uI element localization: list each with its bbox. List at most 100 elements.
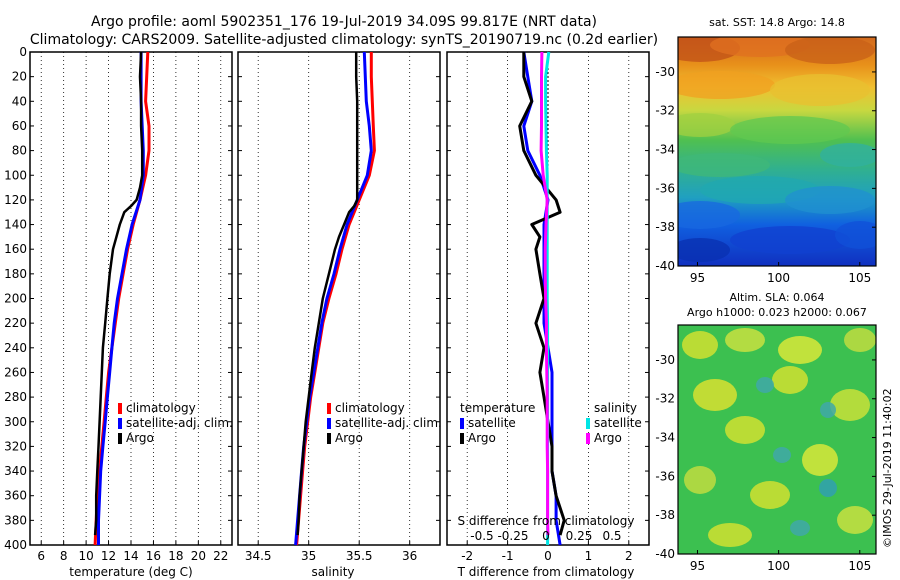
- depth-tick-label: 120: [4, 193, 27, 207]
- difference-x-label: T difference from climatology: [457, 565, 635, 579]
- legend-label: satellite: [468, 416, 516, 430]
- depth-axis-ticks: 0 20 40 60 80 100 120 140 160 180 200 220 240 260 280 3…: [4, 45, 27, 552]
- legend-title-temperature: temperature: [460, 401, 535, 415]
- difference-x2-label: S difference from climatology: [458, 514, 635, 528]
- x-tick-label: -1: [502, 549, 514, 563]
- difference-x2-ticks: -0.5 -0.25 0 0.25 0.5: [470, 529, 621, 543]
- depth-tick-label: 140: [4, 218, 27, 232]
- depth-tick-label: 380: [4, 513, 27, 527]
- temperature-x-label: temperature (deg C): [69, 565, 192, 579]
- map-y-tick-label: -34: [655, 431, 675, 445]
- map-y-tick-label: -34: [655, 143, 675, 157]
- salinity-x-label: salinity: [311, 565, 354, 579]
- sla-map: Altim. SLA: 0.064 Argo h1000: 0.023 h200…: [655, 291, 877, 573]
- series-line-argo: [93, 51, 144, 536]
- x-tick-label: 35.5: [346, 549, 373, 563]
- sla-map-title-1: Altim. SLA: 0.064: [729, 291, 824, 304]
- x-tick-label: 16: [146, 549, 161, 563]
- sst-map: sat. SST: 14.8 Argo: 14.8 95 100 105 -30 -32…: [655, 16, 877, 285]
- depth-tick-label: 200: [4, 292, 27, 306]
- depth-tick-label: 20: [12, 70, 27, 84]
- x-tick-label: 12: [101, 549, 116, 563]
- x-tick-label: -2: [461, 549, 473, 563]
- difference-x-ticks: -2 -1 0 1 2: [461, 541, 633, 563]
- map-y-tick-label: -36: [655, 469, 675, 483]
- x-tick-label: 1: [585, 549, 593, 563]
- legend-title-salinity: salinity: [594, 401, 637, 415]
- map-x-tick-label: 100: [767, 271, 790, 285]
- depth-tick-label: 240: [4, 341, 27, 355]
- map-y-tick-label: -38: [655, 220, 675, 234]
- sst-map-title: sat. SST: 14.8 Argo: 14.8: [709, 16, 845, 29]
- legend-label: satellite-adj. clim.: [126, 416, 233, 430]
- depth-tick-label: 300: [4, 415, 27, 429]
- x2-tick-label: 0: [542, 529, 550, 543]
- legend-label: climatology: [335, 401, 405, 415]
- legend-label: Argo: [468, 431, 496, 445]
- depth-tick-label: 220: [4, 316, 27, 330]
- title-line-1: Argo profile: aoml 5902351_176 19-Jul-20…: [91, 14, 597, 30]
- difference-legend: temperature salinitysatelliteArgosatellit…: [460, 401, 642, 445]
- depth-tick-label: 160: [4, 242, 27, 256]
- depth-tick-label: 0: [19, 45, 27, 59]
- x-tick-label: 2: [625, 549, 633, 563]
- sst-heatmap: [678, 37, 876, 266]
- x2-tick-label: 0.5: [602, 529, 621, 543]
- legend-label: Argo: [594, 431, 622, 445]
- depth-tick-label: 320: [4, 439, 27, 453]
- map-y-tick-label: -38: [655, 508, 675, 522]
- title-line-2: Climatology: CARS2009. Satellite-adjuste…: [30, 32, 658, 48]
- legend-swatch: [118, 418, 122, 429]
- legend-label: satellite: [594, 416, 642, 430]
- map-x-tick-label: 105: [848, 559, 871, 573]
- map-x-tick-label: 105: [848, 271, 871, 285]
- sla-heatmap: [678, 325, 876, 554]
- x-tick-label: 14: [123, 549, 138, 563]
- x2-tick-label: 0.25: [566, 529, 593, 543]
- x2-tick-label: -0.5: [470, 529, 493, 543]
- map-y-tick-label: -30: [655, 353, 675, 367]
- salinity-grid: [238, 51, 440, 546]
- legend-label: satellite-adj. clim.: [335, 416, 442, 430]
- map-y-tick-label: -40: [655, 259, 675, 273]
- map-y-tick-label: -30: [655, 65, 675, 79]
- x-tick-label: 34.5: [245, 549, 272, 563]
- map-x-tick-label: 95: [690, 271, 705, 285]
- legend-swatch: [586, 418, 590, 429]
- legend-swatch: [460, 418, 464, 429]
- x-tick-label: 18: [168, 549, 183, 563]
- map-x-tick-label: 100: [767, 559, 790, 573]
- legend-swatch: [118, 433, 122, 444]
- legend-label: Argo: [335, 431, 363, 445]
- legend-swatch: [586, 433, 590, 444]
- series-line-temperature-argo: [518, 52, 566, 536]
- depth-tick-label: 400: [4, 538, 27, 552]
- map-x-tick-label: 95: [690, 559, 705, 573]
- map-y-tick-label: -40: [655, 547, 675, 561]
- salinity-plot-frame: [237, 51, 441, 546]
- imos-credit: ©IMOS 29-Jul-2019 11:40:02: [881, 388, 894, 548]
- series-line-argo: [296, 52, 359, 536]
- depth-tick-label: 180: [4, 267, 27, 281]
- sla-map-title-2: Argo h1000: 0.023 h2000: 0.067: [687, 306, 867, 319]
- sst-map-ticks: 95 100 105 -30 -32 -34 -36 -38 -40: [655, 65, 876, 285]
- difference-panel: -2 -1 0 1 2 temperature salinitysatelliteArgo…: [446, 51, 650, 579]
- temperature-panel: 6 8 10 12 14 16 18 20 22 climatologysatellite-ad…: [29, 51, 233, 579]
- x2-tick-label: -0.25: [497, 529, 528, 543]
- temperature-x-ticks: 6 8 10 12 14 16 18 20 22: [37, 541, 228, 563]
- x-tick-label: 8: [60, 549, 68, 563]
- difference-grid: [447, 51, 649, 546]
- legend-swatch: [118, 403, 122, 414]
- difference-series: [518, 51, 566, 546]
- depth-tick-label: 360: [4, 489, 27, 503]
- salinity-series: [294, 51, 376, 546]
- legend-label: climatology: [126, 401, 196, 415]
- x-tick-label: 6: [37, 549, 45, 563]
- temperature-plot-frame: [29, 51, 233, 546]
- series-line-salinity-argo: [539, 51, 550, 536]
- map-y-tick-label: -32: [655, 392, 675, 406]
- depth-tick-label: 80: [12, 144, 27, 158]
- legend-swatch: [327, 403, 331, 414]
